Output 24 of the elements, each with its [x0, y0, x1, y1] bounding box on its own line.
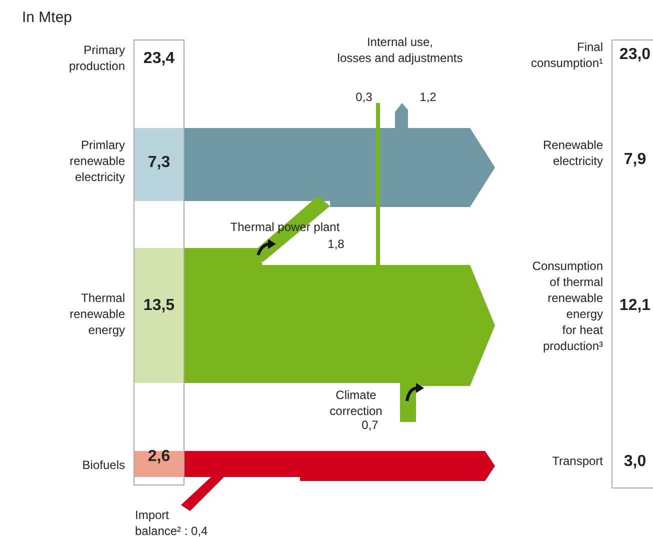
data-label: 2,6: [148, 448, 170, 465]
text: Climate correction: [330, 388, 382, 418]
text: Primary production: [68, 43, 125, 73]
text: 23,0: [619, 46, 651, 63]
category-label: Biofuels: [82, 458, 125, 472]
data-label: 7,3: [148, 154, 170, 171]
category-label: Thermal renewable energy: [70, 291, 126, 337]
text: Final consumption¹: [530, 40, 603, 70]
data-label: 13,5: [143, 297, 175, 314]
text: Consumption of thermal renewable energy for heat production³: [532, 259, 604, 353]
text: 0,3: [356, 90, 373, 104]
text: Renewable electricity: [542, 138, 604, 168]
text: 0,7: [362, 418, 379, 432]
text: 23,4: [143, 50, 175, 67]
text: Transport: [552, 454, 604, 468]
category-label: Primlary renewable electricity: [70, 138, 126, 184]
text: 1,2: [420, 90, 437, 104]
data-label: 12,1: [619, 297, 651, 314]
text: 1,8: [328, 237, 345, 251]
text: Internal use, losses and adjustments: [337, 35, 463, 65]
text: In Mtep: [22, 9, 72, 26]
data-label: 3,0: [624, 453, 646, 470]
data-label: 7,9: [624, 151, 646, 168]
text: Import balance² : 0,4: [135, 508, 208, 537]
